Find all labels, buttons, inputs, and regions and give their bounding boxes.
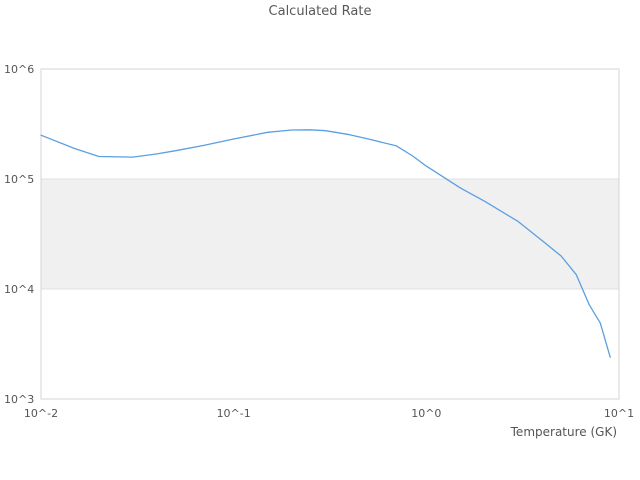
x-tick-label: 10^1 [604,407,634,420]
plot-border [40,68,620,400]
x-tick-label: 10^-1 [217,407,251,420]
y-tick-label: 10^3 [4,393,34,406]
x-tick-label: 10^0 [411,407,441,420]
y-tick-label: 10^6 [4,63,34,76]
x-tick-labels: 10^-2 10^-1 10^0 10^1 [24,407,634,420]
shaded-band [41,179,619,289]
x-tick-label: 10^-2 [24,407,58,420]
chart-title: Calculated Rate [268,4,372,19]
y-tick-label: 10^5 [4,173,34,186]
rate-curve [40,129,611,358]
x-axis-title: Temperature (GK) [510,425,617,439]
y-tick-label: 10^4 [4,283,34,296]
y-tick-labels: 10^6 10^5 10^4 10^3 [4,63,34,406]
